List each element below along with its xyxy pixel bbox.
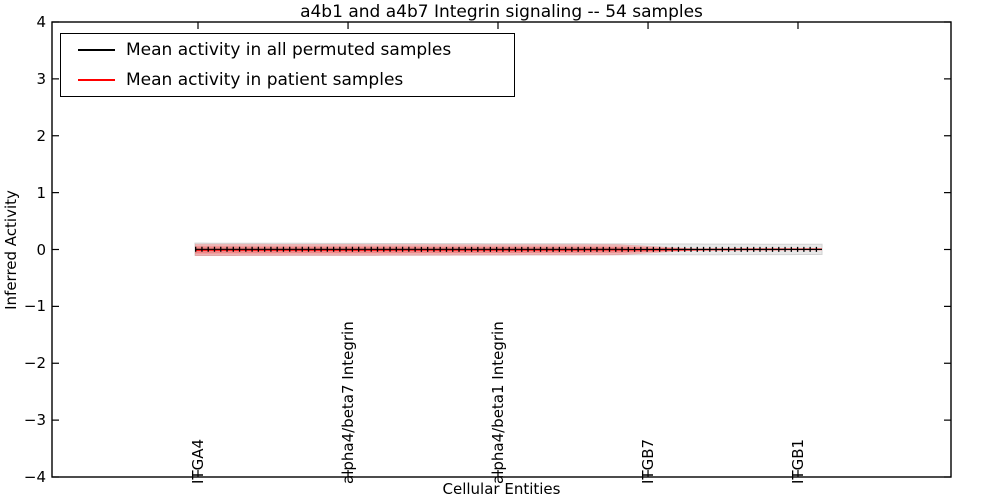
- legend-label-permuted: Mean activity in all permuted samples: [126, 40, 452, 60]
- x-tick-label: ITGB7: [639, 438, 658, 484]
- legend-line-red: [78, 79, 115, 81]
- x-tick-label: ITGB1: [788, 438, 807, 484]
- y-tick-label: −3: [23, 411, 46, 430]
- y-tick-label: 3: [36, 69, 46, 88]
- y-tick-label: 0: [36, 240, 46, 259]
- y-tick-label: 2: [36, 126, 46, 145]
- y-tick-label: 4: [36, 13, 46, 31]
- y-tick-label: 1: [36, 183, 46, 202]
- x-tick-label: alpha4/beta7 Integrin: [339, 321, 358, 484]
- y-tick-label: −1: [23, 297, 46, 316]
- legend-label-patient: Mean activity in patient samples: [126, 70, 404, 90]
- y-tick-label: −4: [23, 468, 46, 486]
- x-tick-label: alpha4/beta1 Integrin: [488, 321, 507, 484]
- legend-item-permuted: Mean activity in all permuted samples: [61, 35, 514, 65]
- x-tick-label: ITGA4: [188, 438, 207, 484]
- chart-title: a4b1 and a4b7 Integrin signaling -- 54 s…: [300, 2, 703, 22]
- y-tick-label: −2: [23, 354, 46, 373]
- legend-line-black: [78, 49, 115, 51]
- x-axis-label: Cellular Entities: [442, 480, 561, 498]
- legend: Mean activity in all permuted samples Me…: [60, 33, 515, 97]
- legend-item-patient: Mean activity in patient samples: [61, 65, 514, 95]
